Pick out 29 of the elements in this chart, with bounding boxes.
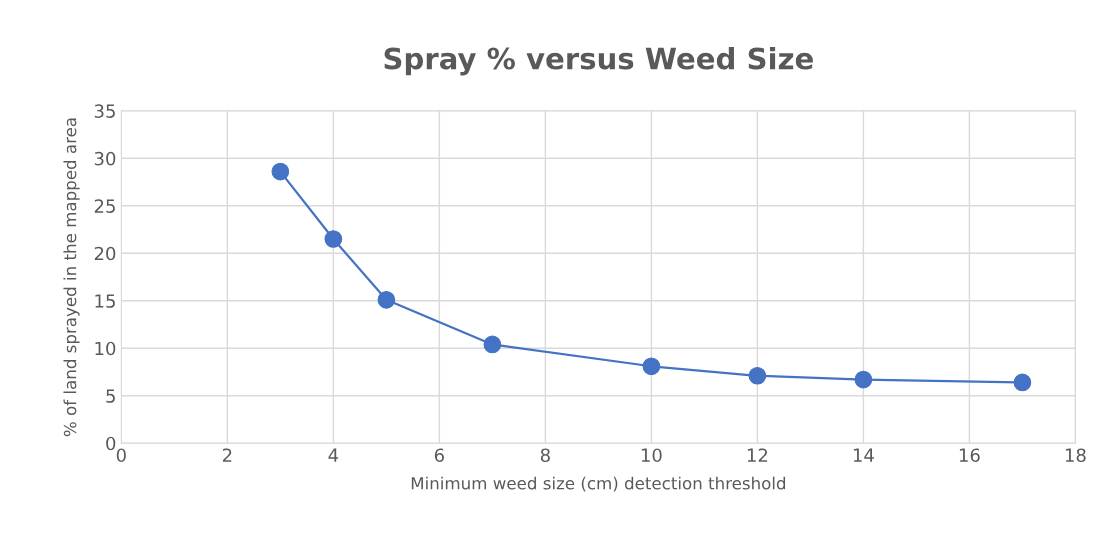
x-tick-label: 2 [222,448,232,462]
x-tick-label: 4 [328,448,339,462]
x-tick-label: 8 [540,448,550,463]
x-tick-label: 18 [1065,448,1086,463]
x-tick-label: 6 [434,448,444,463]
x-tick-label: 16 [959,448,980,463]
x-axis-title: Minimum weed size (cm) detection threshold [411,476,786,492]
x-tick-label: 14 [853,448,874,462]
chart-title: Spray % versus Weed Size [384,46,813,76]
x-tick-label: 0 [116,448,126,463]
y-axis-title: % of land sprayed in the mapped area [63,118,80,437]
point [377,290,396,309]
point [854,370,873,389]
y-tick-label: 25 [94,199,115,213]
x-tick-label: 10 [641,448,662,463]
y-tick-label: 20 [94,246,116,261]
point [324,230,343,248]
y-tick-label: 15 [95,294,115,308]
y-tick-label: 35 [94,104,115,118]
point [483,335,502,354]
point [642,357,661,376]
y-tick-label: 10 [95,341,116,356]
y-tick-label: 30 [94,151,116,166]
point [271,162,290,181]
x-tick-label: 12 [747,448,768,462]
point [748,366,767,385]
y-tick-label: 0 [106,436,116,451]
point [1013,373,1032,392]
y-tick-label: 5 [106,389,115,403]
